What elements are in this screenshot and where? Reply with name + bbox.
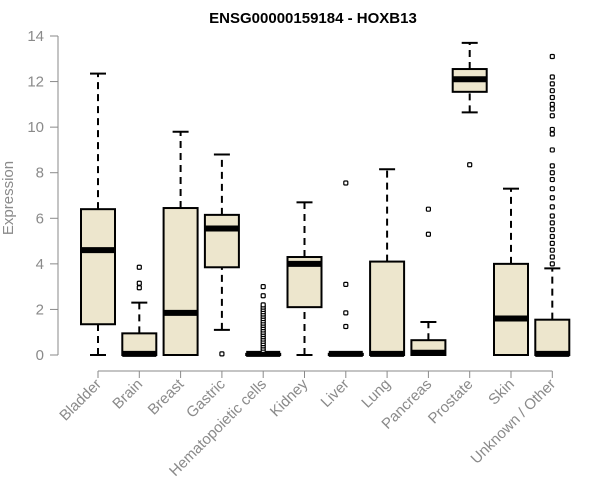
x-tick-label: Lung: [358, 376, 394, 412]
outlier-point: [343, 310, 349, 316]
box-breast: [162, 130, 199, 356]
box-liver: [327, 180, 364, 357]
outlier-point: [549, 101, 555, 107]
y-tick-label: 6: [36, 210, 44, 227]
iqr-box: [534, 318, 571, 356]
boxes: [80, 41, 571, 357]
x-tick-label: Breast: [145, 375, 188, 418]
outlier-point: [549, 106, 555, 112]
outlier-point: [549, 233, 555, 240]
box-brain: [121, 264, 158, 357]
outlier-point: [549, 88, 555, 94]
chart-title: ENSG00000159184 - HOXB13: [209, 10, 417, 27]
outlier-point: [549, 170, 555, 176]
box-lung: [369, 168, 406, 357]
y-axis-label: Expression: [0, 161, 17, 235]
outlier-point: [425, 206, 431, 212]
outlier-point: [549, 261, 555, 267]
x-tick-label: Prostate: [425, 376, 477, 428]
iqr-box: [493, 262, 529, 357]
y-tick-label: 4: [36, 256, 44, 273]
outlier-point: [219, 351, 225, 357]
outlier-point: [343, 180, 349, 186]
box-unknown-other: [534, 53, 571, 357]
x-tick-label: Kidney: [267, 375, 312, 420]
outlier-point: [136, 280, 142, 286]
y-tick-label: 12: [27, 74, 44, 91]
outlier-point: [549, 131, 555, 137]
outlier-point: [260, 302, 266, 308]
box-gastric: [203, 153, 240, 357]
outlier-point: [549, 254, 555, 260]
x-tick-label: Liver: [318, 376, 353, 411]
box-pancreas: [410, 206, 447, 357]
outlier-point: [549, 163, 555, 169]
outlier-point: [549, 204, 555, 210]
outlier-point: [549, 186, 555, 192]
y-tick-label: 0: [36, 347, 44, 364]
box-bladder: [80, 72, 116, 356]
outlier-point: [549, 227, 555, 233]
x-tick-label: Brain: [109, 376, 146, 413]
outlier-point: [549, 195, 555, 201]
outlier-point: [425, 231, 431, 237]
outlier-point: [549, 247, 555, 253]
outlier-point: [549, 126, 555, 133]
outlier-point: [549, 220, 555, 226]
outlier-point: [549, 94, 555, 101]
box-skin: [493, 187, 529, 357]
outlier-point: [549, 74, 555, 80]
outlier-point: [549, 147, 555, 153]
outlier-point: [343, 281, 349, 287]
iqr-box: [162, 207, 199, 356]
outlier-point: [136, 285, 142, 291]
y-tick-label: 2: [36, 301, 44, 318]
outlier-point: [549, 176, 555, 183]
outlier-point: [467, 162, 473, 168]
outlier-point: [136, 264, 142, 270]
outlier-point: [549, 53, 555, 60]
outlier-point: [260, 284, 266, 290]
outlier-point: [343, 323, 349, 330]
box-hematopoietic-cells: [245, 284, 282, 357]
iqr-box: [80, 208, 116, 326]
outlier-point: [549, 213, 555, 219]
iqr-box: [369, 260, 406, 357]
axes: [57, 36, 553, 372]
y-axis-ticks: 0 2 4 6 8 10 12 14: [27, 28, 58, 364]
iqr-box: [203, 213, 240, 269]
x-tick-label: Bladder: [56, 376, 105, 425]
y-tick-label: 10: [27, 119, 44, 136]
box-prostate: [451, 41, 488, 168]
outlier-point: [260, 293, 266, 299]
y-tick-label: 8: [36, 165, 44, 182]
outlier-point: [549, 240, 555, 246]
outlier-point: [549, 113, 555, 119]
outlier-point: [549, 81, 555, 87]
x-tick-label: Skin: [485, 376, 518, 409]
y-tick-label: 14: [27, 28, 44, 45]
box-kidney: [286, 201, 323, 356]
